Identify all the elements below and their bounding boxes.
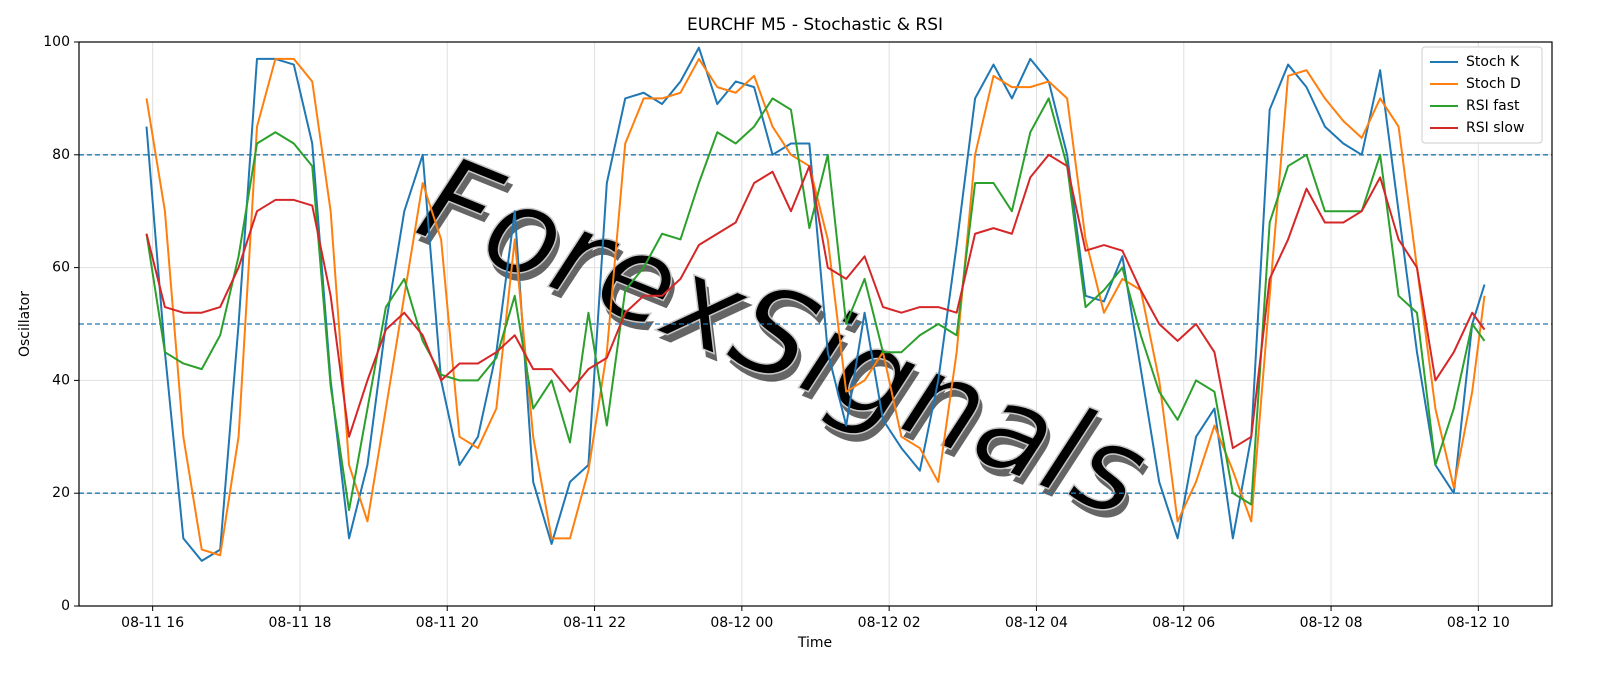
series-line: [145, 97, 1486, 512]
y-tick-label: 80: [52, 147, 70, 163]
y-tick-label: 20: [52, 485, 70, 501]
series-line: [145, 153, 1486, 450]
x-tick-label: 08-12 00: [710, 615, 773, 631]
y-tick-label: 40: [52, 372, 70, 388]
y-tick-label: 100: [43, 34, 70, 50]
chart-title: EURCHF M5 - Stochastic & RSI: [687, 15, 943, 35]
x-tick-label: 08-12 10: [1447, 615, 1510, 631]
legend-label: Stoch D: [1466, 76, 1521, 92]
series-line: [145, 57, 1486, 557]
lines: [79, 46, 1552, 562]
x-tick-label: 08-12 06: [1152, 615, 1215, 631]
x-tick-label: 08-11 16: [121, 615, 184, 631]
axes: 0 20 40 60 80 100 08-11 16 08-11 18 08-11 20 08-1…: [43, 34, 1510, 631]
x-tick-label: 08-11 18: [268, 615, 331, 631]
x-tick-label: 08-12 08: [1300, 615, 1363, 631]
legend-label: RSI fast: [1466, 98, 1520, 114]
legend: Stoch K Stoch D RSI fast RSI slow: [1421, 46, 1543, 144]
y-tick-label: 0: [61, 598, 70, 614]
legend-box: [1421, 46, 1543, 144]
y-axis-label: Oscillator: [17, 291, 33, 357]
x-axis-label: Time: [797, 635, 832, 651]
plot-frame: [78, 41, 1553, 607]
x-tick-label: 08-12 02: [858, 615, 921, 631]
legend-label: Stoch K: [1466, 54, 1520, 70]
x-tick-label: 08-11 20: [416, 615, 479, 631]
series-line: [145, 46, 1486, 562]
x-tick-label: 08-11 22: [563, 615, 626, 631]
y-tick-label: 60: [52, 260, 70, 276]
x-tick-label: 08-12 04: [1005, 615, 1068, 631]
legend-label: RSI slow: [1466, 120, 1524, 136]
